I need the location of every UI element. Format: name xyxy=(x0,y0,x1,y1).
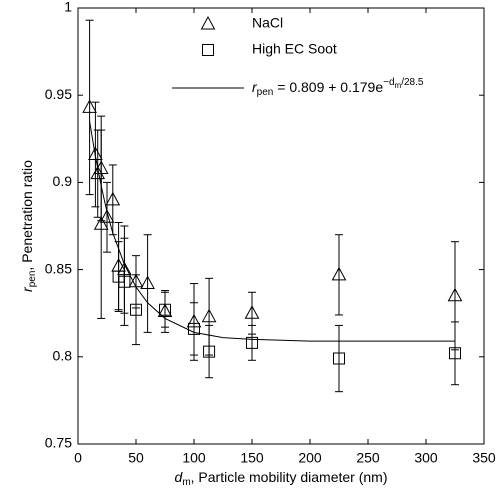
x-tick-label: 150 xyxy=(240,450,264,466)
point xyxy=(99,209,115,223)
point xyxy=(331,266,347,281)
point xyxy=(105,191,121,206)
point xyxy=(88,146,103,160)
point xyxy=(188,322,200,335)
label-part: r xyxy=(19,286,35,292)
label-part: m xyxy=(182,477,190,488)
x-axis-label: dm, Particle mobility diameter (nm) xyxy=(175,469,388,488)
point xyxy=(118,275,131,288)
point xyxy=(130,303,142,316)
point xyxy=(201,308,217,323)
point xyxy=(159,303,171,316)
label-part: pen xyxy=(257,87,274,98)
legend-label: NaCl xyxy=(252,15,283,31)
y-axis-label: rpen, Penetration ratio xyxy=(19,160,38,292)
label-part: , Penetration ratio xyxy=(19,160,35,271)
label-part: , Particle mobility diameter (nm) xyxy=(191,469,388,485)
label-part: r xyxy=(252,79,258,95)
y-tick-label: 0.85 xyxy=(45,260,72,276)
x-tick-label: 250 xyxy=(356,450,380,466)
label-part: m xyxy=(395,81,402,90)
x-tick-label: 300 xyxy=(414,450,438,466)
legend-label: High EC Soot xyxy=(252,41,337,57)
label-part: −d xyxy=(383,77,394,88)
label-part: d xyxy=(175,469,184,485)
point xyxy=(203,345,216,358)
point xyxy=(447,287,463,302)
point xyxy=(82,99,97,113)
x-tick-label: 200 xyxy=(298,450,322,466)
legend-marker xyxy=(200,15,216,30)
x-tick-label: 100 xyxy=(182,450,206,466)
y-tick-label: 0.8 xyxy=(53,348,73,364)
point xyxy=(246,336,258,349)
point xyxy=(333,352,345,365)
point xyxy=(244,305,260,319)
y-tick-label: 1 xyxy=(64,0,72,15)
label-part: pen xyxy=(27,271,38,288)
plot-frame xyxy=(77,7,485,445)
point xyxy=(93,216,109,230)
fit-line xyxy=(89,121,455,342)
x-tick-label: 350 xyxy=(472,450,496,466)
y-tick-label: 0.9 xyxy=(53,173,73,189)
legend-label: rpen = 0.809 + 0.179e−dm/28.5 xyxy=(252,77,424,98)
y-tick-label: 0.75 xyxy=(45,435,72,451)
point xyxy=(449,347,461,360)
label-part: /28.5 xyxy=(401,77,424,88)
y-tick-label: 0.95 xyxy=(45,86,72,102)
label-part: = 0.809 + 0.179e xyxy=(273,79,383,95)
x-tick-label: 50 xyxy=(128,450,144,466)
x-tick-label: 0 xyxy=(74,450,82,466)
point xyxy=(140,275,155,290)
legend-marker xyxy=(202,44,214,56)
